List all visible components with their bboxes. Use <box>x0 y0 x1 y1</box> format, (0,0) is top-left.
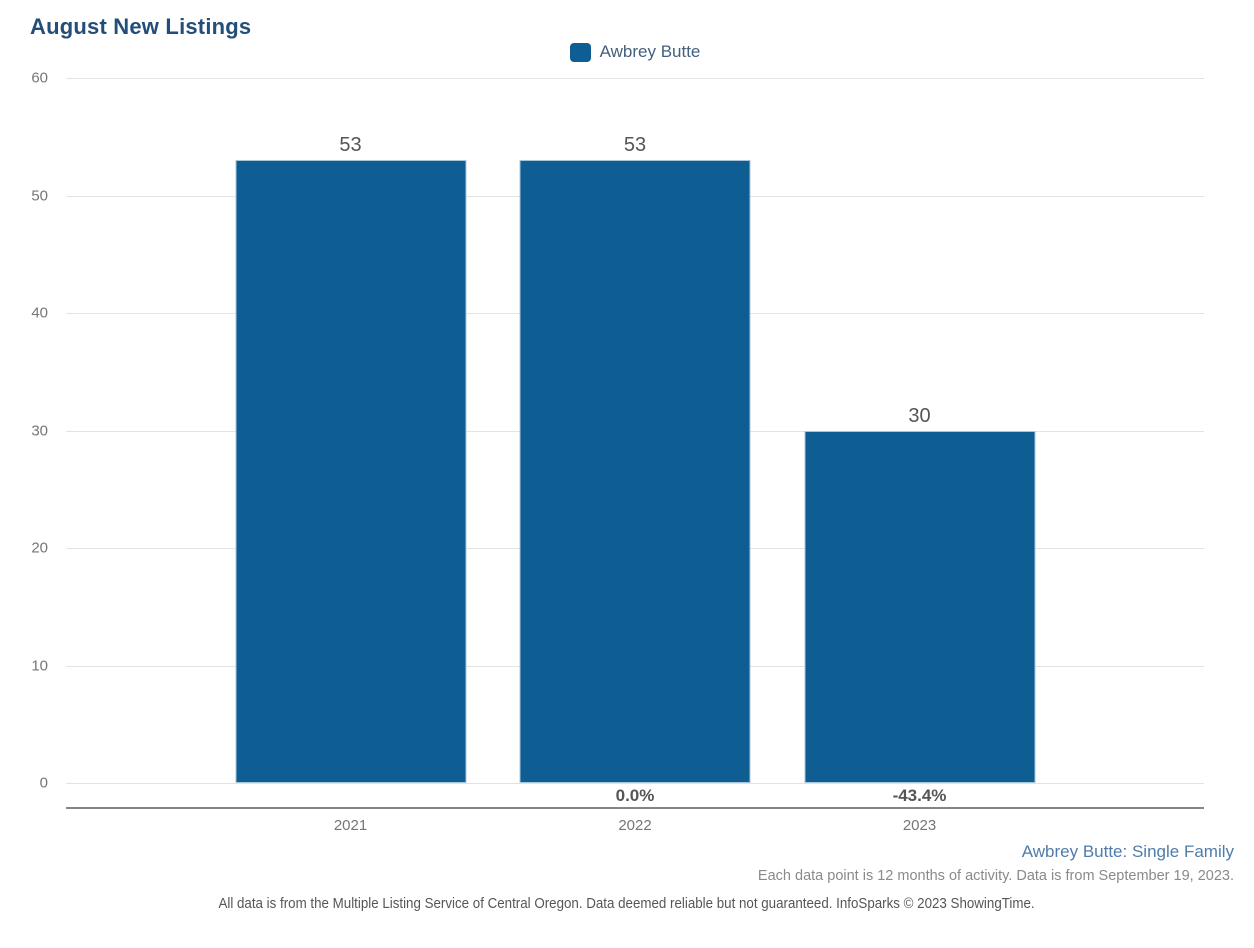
x-axis-tick-label-2022: 2022 <box>618 817 652 834</box>
footer-series-label: Awbrey Butte: Single Family <box>1021 842 1234 861</box>
y-axis-tick-label-40: 40 <box>31 304 48 322</box>
gridline-0 <box>66 783 1204 784</box>
x-axis-line <box>66 807 1204 809</box>
bar-value-label-2022: 53 <box>623 134 647 157</box>
y-axis-tick-label-60: 60 <box>31 69 48 87</box>
y-axis-tick-label-50: 50 <box>31 187 48 204</box>
pct-change-label-2022: 0.0% <box>615 786 655 805</box>
bar-2022[interactable] <box>519 160 751 783</box>
y-axis-tick-label-30: 30 <box>31 422 48 439</box>
plot-area: 53 53 30 <box>66 78 1204 784</box>
x-axis-tick-label-2023: 2023 <box>902 817 937 834</box>
footer-data-note: Each data point is 12 months of activity… <box>757 868 1234 884</box>
legend: Awbrey Butte <box>66 42 1204 62</box>
x-axis-tick-label-2021: 2021 <box>333 817 368 834</box>
legend-label: Awbrey Butte <box>599 42 701 61</box>
gridline-60 <box>66 78 1204 79</box>
legend-item-awbrey-butte[interactable]: Awbrey Butte <box>569 42 701 62</box>
y-axis-tick-label-0: 0 <box>39 774 48 792</box>
pct-change-label-2023: -43.4% <box>892 786 947 805</box>
footer-disclaimer-row: All data is from the Multiple Listing Se… <box>0 896 1254 912</box>
bar-value-label-2023: 30 <box>908 404 931 427</box>
bar-2023[interactable] <box>804 430 1035 783</box>
bar-value-label-2021: 53 <box>339 134 362 157</box>
chart-title: August New Listings <box>30 14 252 39</box>
y-axis: 0 10 20 30 40 50 60 <box>0 70 48 792</box>
footer-disclaimer: All data is from the Multiple Listing Se… <box>218 896 1036 912</box>
bar-2021[interactable] <box>235 160 466 783</box>
y-axis-tick-label-20: 20 <box>31 539 48 557</box>
legend-swatch-icon <box>569 42 591 62</box>
y-axis-tick-label-10: 10 <box>31 657 48 674</box>
pct-change-row: 0.0% -43.4% <box>66 786 1204 807</box>
x-axis: 2021 2022 2023 <box>66 817 1204 837</box>
